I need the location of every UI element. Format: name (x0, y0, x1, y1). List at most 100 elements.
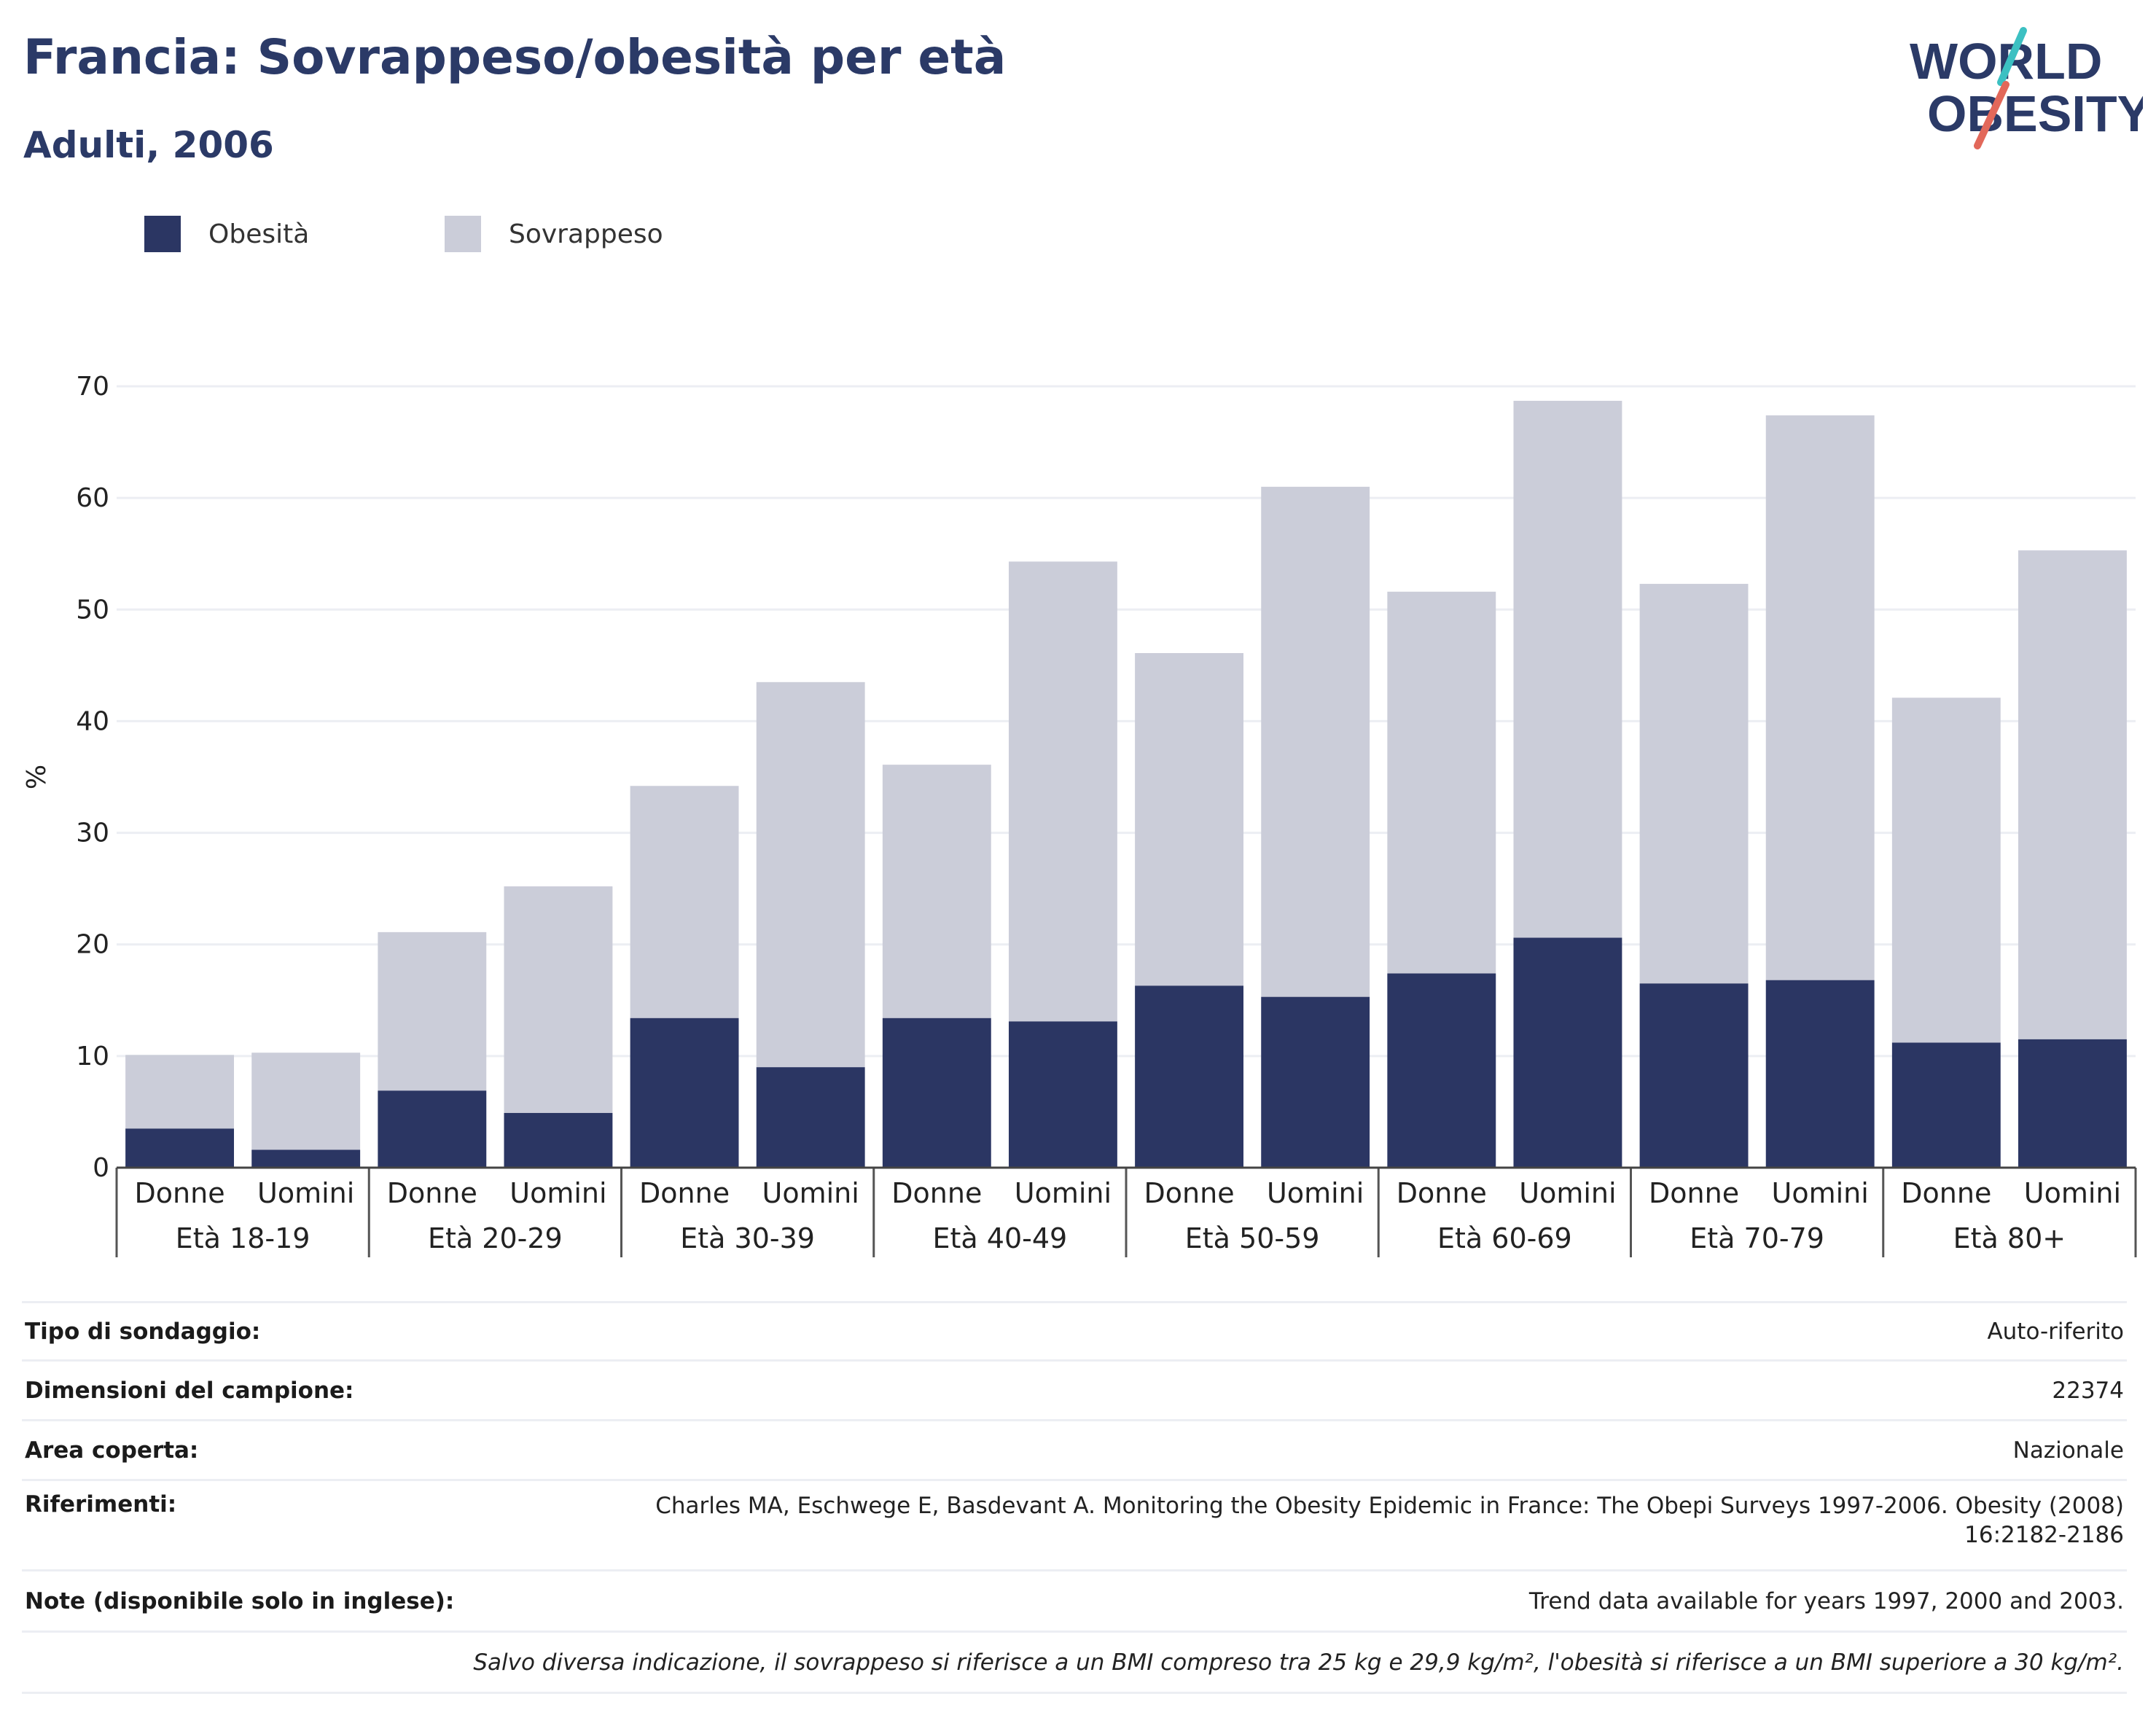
bar-obesita (630, 1018, 739, 1168)
page-subtitle: Adulti, 2006 (23, 124, 274, 166)
y-tick-label: 0 (93, 1153, 109, 1183)
bar-chart: 0 10 20 30 40 50 60 70% Donne Uomini Età 18-19 Donn… (22, 372, 2137, 1257)
bar-sovrappeso (1891, 698, 2001, 1043)
x-tick-label: Donne (639, 1177, 730, 1209)
info-label: Note (disponibile solo in inglese): (22, 1570, 596, 1633)
x-group-label: Età 50-59 (1185, 1222, 1320, 1254)
legend-item-obesita[interactable]: Obesità (144, 216, 445, 252)
info-label: Area coperta: (22, 1420, 596, 1481)
y-tick-label: 40 (76, 706, 109, 736)
x-tick-label: Uomini (509, 1177, 606, 1209)
bar-obesita (1891, 1042, 2001, 1168)
x-tick-label: Uomini (1519, 1177, 1616, 1209)
info-value: Auto-riferito (596, 1301, 2127, 1362)
bmi-footnote: Salvo diversa indicazione, il sovrappeso… (22, 1631, 2127, 1694)
y-tick-label: 10 (76, 1042, 109, 1071)
x-group-label: Età 80+ (1953, 1222, 2066, 1254)
bar-obesita (882, 1018, 991, 1168)
info-value: Charles MA, Eschwege E, Basdevant A. Mon… (596, 1480, 2127, 1571)
bar-sovrappeso (251, 1052, 361, 1150)
y-tick-label: 50 (76, 595, 109, 625)
bar-obesita (756, 1067, 865, 1168)
bar-obesita (378, 1090, 487, 1168)
bar-obesita (2018, 1039, 2127, 1168)
bar-sovrappeso (1135, 653, 1244, 986)
bar-sovrappeso (1261, 486, 1370, 997)
page-title: Francia: Sovrappeso/obesità per età (23, 29, 1007, 85)
info-label: Dimensioni del campione: (22, 1360, 596, 1421)
bar-obesita (251, 1149, 361, 1168)
legend-label-sovrappeso: Sovrappeso (509, 219, 663, 249)
info-row-references: Riferimenti: Charles MA, Eschwege E, Bas… (22, 1480, 2127, 1571)
bar-sovrappeso (378, 932, 487, 1091)
x-tick-label: Uomini (1772, 1177, 1869, 1209)
info-label: Riferimenti: (22, 1480, 596, 1571)
bar-obesita (1135, 985, 1244, 1168)
logo-slash-teal (1997, 27, 2027, 86)
legend-item-sovrappeso[interactable]: Sovrappeso (445, 216, 745, 252)
bar-sovrappeso (1513, 400, 1622, 938)
x-group-label: Età 30-39 (680, 1222, 815, 1254)
x-tick-label: Uomini (257, 1177, 354, 1209)
x-tick-label: Donne (1397, 1177, 1487, 1209)
y-axis-label: % (22, 765, 52, 789)
info-row-survey-type: Tipo di sondaggio: Auto-riferito (22, 1301, 2127, 1362)
x-tick-label: Donne (1144, 1177, 1235, 1209)
info-row-notes: Note (disponibile solo in inglese): Tren… (22, 1570, 2127, 1633)
logo-slash-coral (1974, 81, 2009, 149)
info-row-sample-size: Dimensioni del campione: 22374 (22, 1360, 2127, 1421)
x-group-label: Età 18-19 (176, 1222, 310, 1254)
bar-sovrappeso (125, 1055, 235, 1129)
x-tick-label: Uomini (2024, 1177, 2121, 1209)
info-value: Trend data available for years 1997, 200… (596, 1570, 2127, 1633)
info-row-footnote: Salvo diversa indicazione, il sovrappeso… (22, 1631, 2127, 1694)
x-tick-label: Donne (891, 1177, 982, 1209)
bar-sovrappeso (1765, 415, 1875, 980)
bar-sovrappeso (1387, 591, 1496, 974)
bar-obesita (1387, 973, 1496, 1168)
logo-text-obesity: OBESITY (1927, 85, 2143, 142)
logo-text-world: WORLD (1910, 33, 2102, 90)
x-tick-label: Uomini (1267, 1177, 1364, 1209)
bar-sovrappeso (2018, 550, 2127, 1039)
legend-label-obesita: Obesità (208, 219, 310, 249)
info-label: Tipo di sondaggio: (22, 1301, 596, 1362)
bar-obesita (1261, 996, 1370, 1168)
bar-obesita (504, 1112, 613, 1168)
y-tick-label: 60 (76, 483, 109, 513)
x-tick-label: Donne (387, 1177, 477, 1209)
bar-obesita (1639, 983, 1749, 1168)
y-tick-label: 20 (76, 930, 109, 960)
x-tick-label: Uomini (1015, 1177, 1112, 1209)
x-group-label: Età 40-49 (933, 1222, 1068, 1254)
x-tick-label: Donne (1649, 1177, 1739, 1209)
chart-legend: Obesità Sovrappeso (144, 216, 745, 252)
bar-sovrappeso (756, 682, 865, 1068)
x-tick-label: Donne (1901, 1177, 1991, 1209)
x-tick-label: Donne (135, 1177, 225, 1209)
x-tick-label: Uomini (762, 1177, 859, 1209)
bar-sovrappeso (630, 786, 739, 1018)
bar-obesita (125, 1128, 235, 1168)
legend-swatch-sovrappeso (445, 216, 481, 252)
survey-info-table: Tipo di sondaggio: Auto-riferito Dimensi… (22, 1301, 2127, 1694)
x-group-label: Età 60-69 (1437, 1222, 1572, 1254)
bar-obesita (1008, 1021, 1117, 1168)
legend-swatch-obesita (144, 216, 181, 252)
bar-sovrappeso (1008, 561, 1117, 1022)
x-group-label: Età 70-79 (1690, 1222, 1824, 1254)
bar-sovrappeso (504, 886, 613, 1113)
reference-pages: 16:2182-2186 (1964, 1522, 2124, 1548)
bar-obesita (1513, 937, 1622, 1168)
world-obesity-logo: WORLD OBESITY (1910, 27, 2143, 149)
info-value: 22374 (596, 1360, 2127, 1421)
y-tick-label: 70 (76, 372, 109, 402)
info-value: Nazionale (596, 1420, 2127, 1481)
x-group-label: Età 20-29 (428, 1222, 563, 1254)
info-row-area: Area coperta: Nazionale (22, 1420, 2127, 1481)
y-tick-label: 30 (76, 819, 109, 848)
bar-obesita (1765, 980, 1875, 1168)
bar-sovrappeso (1639, 584, 1749, 984)
bar-sovrappeso (882, 765, 991, 1018)
reference-text: Charles MA, Eschwege E, Basdevant A. Mon… (655, 1493, 2124, 1519)
